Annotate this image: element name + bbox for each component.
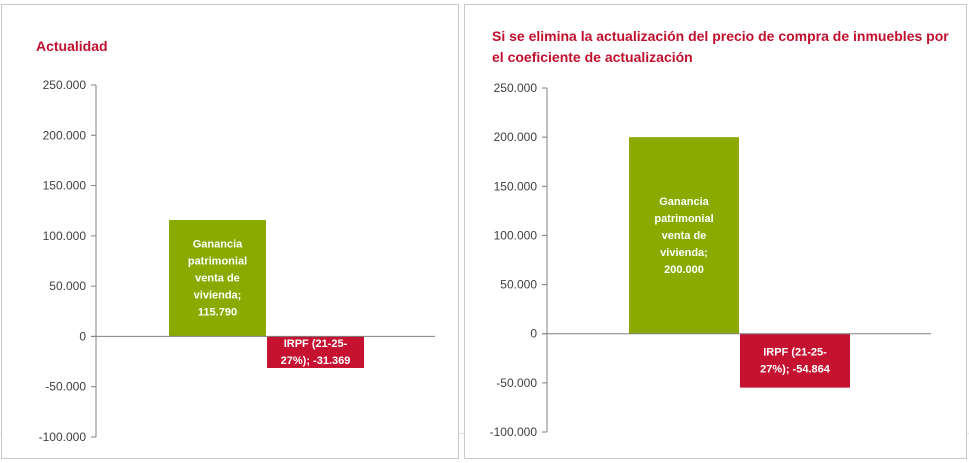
chart-plot: 250.000 200.000 150.000 100.000 50.000 0 -50.0… (490, 81, 931, 439)
y-tick-label: 250.000 (494, 81, 538, 95)
data-label: vivienda; (194, 290, 242, 302)
y-tick-label: -100.000 (39, 430, 87, 444)
y-tick-label: 100.000 (43, 229, 87, 243)
data-label: vivienda; (660, 247, 708, 259)
data-label: 200.000 (664, 264, 704, 276)
y-tick-label: 150.000 (43, 179, 87, 193)
y-tick-label: 50.000 (49, 279, 86, 293)
data-label: venta de (195, 273, 240, 285)
chart-panel-sin-actualizacion: Si se elimina la actualización del preci… (464, 4, 967, 459)
bar (267, 336, 364, 368)
y-tick-label: -100.000 (490, 425, 538, 439)
chart-panel-actualidad: Actualidad 250.000 200.000 150.000 100.000 5… (1, 4, 459, 459)
y-tick-label: 250.000 (43, 78, 87, 92)
y-tick-label: 0 (530, 327, 537, 341)
chart-title: Actualidad (36, 38, 108, 54)
data-label: Ganancia (193, 239, 243, 251)
y-tick-label: 200.000 (43, 128, 87, 142)
data-label: 115.790 (198, 307, 237, 319)
y-tick-label: 200.000 (494, 130, 538, 144)
chart-title: Si se elimina la actualización del preci… (492, 28, 949, 65)
data-label: venta de (662, 230, 707, 242)
data-label: IRPF (21-25- (763, 347, 827, 359)
data-label: patrimonial (654, 213, 713, 225)
y-tick-label: 50.000 (500, 278, 537, 292)
y-tick-label: 0 (79, 329, 86, 343)
bar (629, 137, 739, 334)
data-label: Ganancia (659, 196, 709, 208)
data-label: patrimonial (188, 256, 247, 268)
data-label: 27%); -31.369 (281, 355, 351, 367)
bar (169, 219, 266, 337)
y-tick-label: 100.000 (494, 228, 538, 242)
y-tick-label: -50.000 (45, 380, 86, 394)
chart-plot: 250.000 200.000 150.000 100.000 50.000 0 -50.0… (39, 78, 435, 444)
y-tick-label: -50.000 (496, 376, 537, 390)
bar (740, 333, 850, 388)
y-tick-label: 150.000 (494, 179, 538, 193)
data-label: 27%); -54.864 (760, 364, 831, 376)
data-label: IRPF (21-25- (284, 338, 348, 350)
